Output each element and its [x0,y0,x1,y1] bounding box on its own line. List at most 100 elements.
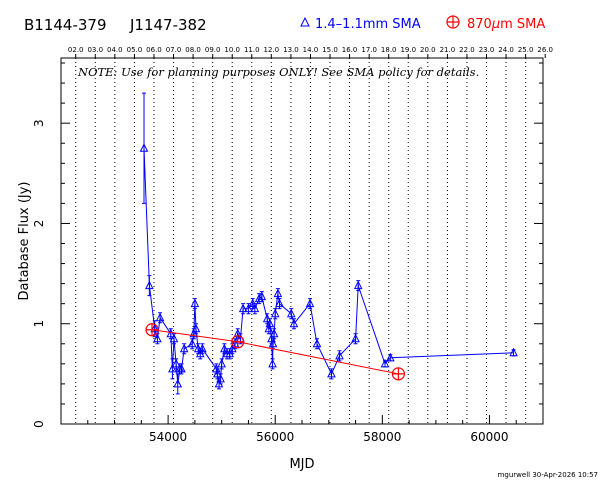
y-tick-label: 2 [32,220,46,228]
top-axis-label: 15.0 [322,46,338,54]
data-point-triangle [286,308,296,318]
data-point-triangle [268,338,278,348]
data-point-triangle [268,358,277,368]
data-point-triangle [254,293,264,303]
data-point-triangle [305,298,315,308]
legend-circled-plus-cross [447,16,459,28]
x-tick-label: 54000 [149,430,187,444]
top-axis-label: 26.0 [537,46,553,54]
data-point-triangle [267,333,276,343]
data-point-triangle [351,333,360,343]
data-point-triangle [216,373,225,383]
series-870um [145,323,405,381]
data-point-triangle [270,308,280,318]
data-point-triangle [327,368,336,378]
plot-frame [60,57,544,425]
error-bar [142,92,147,204]
top-axis-label: 02.0 [68,46,84,54]
top-axis-label: 13.0 [283,46,299,54]
legend: 1.4–1.1mm SMA 870μm SMA [300,15,545,32]
data-point-triangle [150,323,160,333]
data-point-triangle [257,291,267,301]
data-point-triangle [168,363,177,373]
top-axis-label: 09.0 [205,46,221,54]
data-point-triangle [269,328,279,338]
data-point-triangle [289,318,299,328]
data-point-triangle [386,352,395,362]
top-axis-label: 05.0 [127,46,143,54]
top-axis-label: 24.0 [498,46,514,54]
top-axis-label: 04.0 [107,46,123,54]
data-point-triangle [169,333,179,343]
data-point-triangle [225,348,235,358]
top-axis-label: 03.0 [87,46,103,54]
data-point-triangle [179,343,189,353]
top-axis-label: 07.0 [166,46,182,54]
planning-note: NOTE: Use for planning purposes ONLY! Se… [77,65,479,79]
legend-red-label: 870μm SMA [467,17,545,32]
data-point-triangle [198,343,207,353]
top-axis-label: 19.0 [400,46,416,54]
legend-blue-label: 1.4–1.1mm SMA [315,17,421,32]
data-point-triangle [312,338,322,348]
data-point-triangle [139,143,149,152]
top-axis-label: 17.0 [361,46,377,54]
data-point-triangle [380,358,390,368]
x-tick-label: 56000 [256,430,294,444]
x-axis: 54000 56000 58000 60000 [60,415,544,444]
error-bar [147,275,152,297]
data-point-triangle [509,347,518,357]
data-point-triangle [191,323,201,333]
top-axis-label: 14.0 [303,46,319,54]
data-point-cross [146,323,159,336]
data-point-triangle [177,363,186,373]
data-point-triangle [335,350,344,360]
data-point-triangle [155,312,165,322]
data-point-triangle [187,338,197,348]
data-point-triangle [145,280,154,290]
y-tick-label: 0 [32,420,46,428]
data-point-triangle [153,333,162,343]
x-axis-label: MJD [289,457,314,472]
top-axis-label: 06.0 [146,46,162,54]
top-axis-label: 22.0 [459,46,475,54]
data-point-triangle [238,303,248,313]
data-point-triangle [190,298,200,308]
top-axis-label: 11.0 [244,46,260,54]
top-axis-label: 21.0 [440,46,456,54]
series-1.4-1.1mm [139,92,518,395]
y-axis: 0 1 2 3 [32,62,543,428]
data-point-cross [392,367,405,380]
data-point-triangle [250,303,260,313]
data-point-triangle [173,378,183,388]
error-bar [170,358,175,380]
top-axis-label: 10.0 [224,46,240,54]
data-point-triangle [217,358,226,368]
year-gridlines [75,58,527,424]
y-axis-label: Database Flux (Jy) [17,182,32,301]
y-tick-label: 3 [32,119,46,127]
top-axis-label: 08.0 [185,46,201,54]
x-tick-label: 60000 [470,430,508,444]
top-axis-label: 16.0 [342,46,358,54]
data-point-triangle [275,298,284,308]
data-point-triangle [244,303,253,313]
top-axis-label: 20.0 [420,46,436,54]
data-point-triangle [273,288,283,298]
top-axis-label: 25.0 [518,46,534,54]
footer-stamp: mgurwell 30-Apr-2026 10:57 [498,471,598,479]
top-axis-label: 23.0 [479,46,495,54]
data-point-triangle [265,318,275,328]
data-point-cross [231,335,244,348]
data-point-triangle [262,313,272,323]
data-point-triangle [248,298,258,308]
data-point-triangle [166,328,176,338]
source-name-j2000: J1147-382 [129,16,207,34]
x-tick-label: 58000 [363,430,401,444]
legend-triangle-icon [300,16,310,27]
data-point-triangle [353,280,363,290]
y-tick-label: 1 [32,320,46,328]
top-axis-label: 18.0 [381,46,397,54]
source-name-b1950: B1144-379 [24,16,107,34]
